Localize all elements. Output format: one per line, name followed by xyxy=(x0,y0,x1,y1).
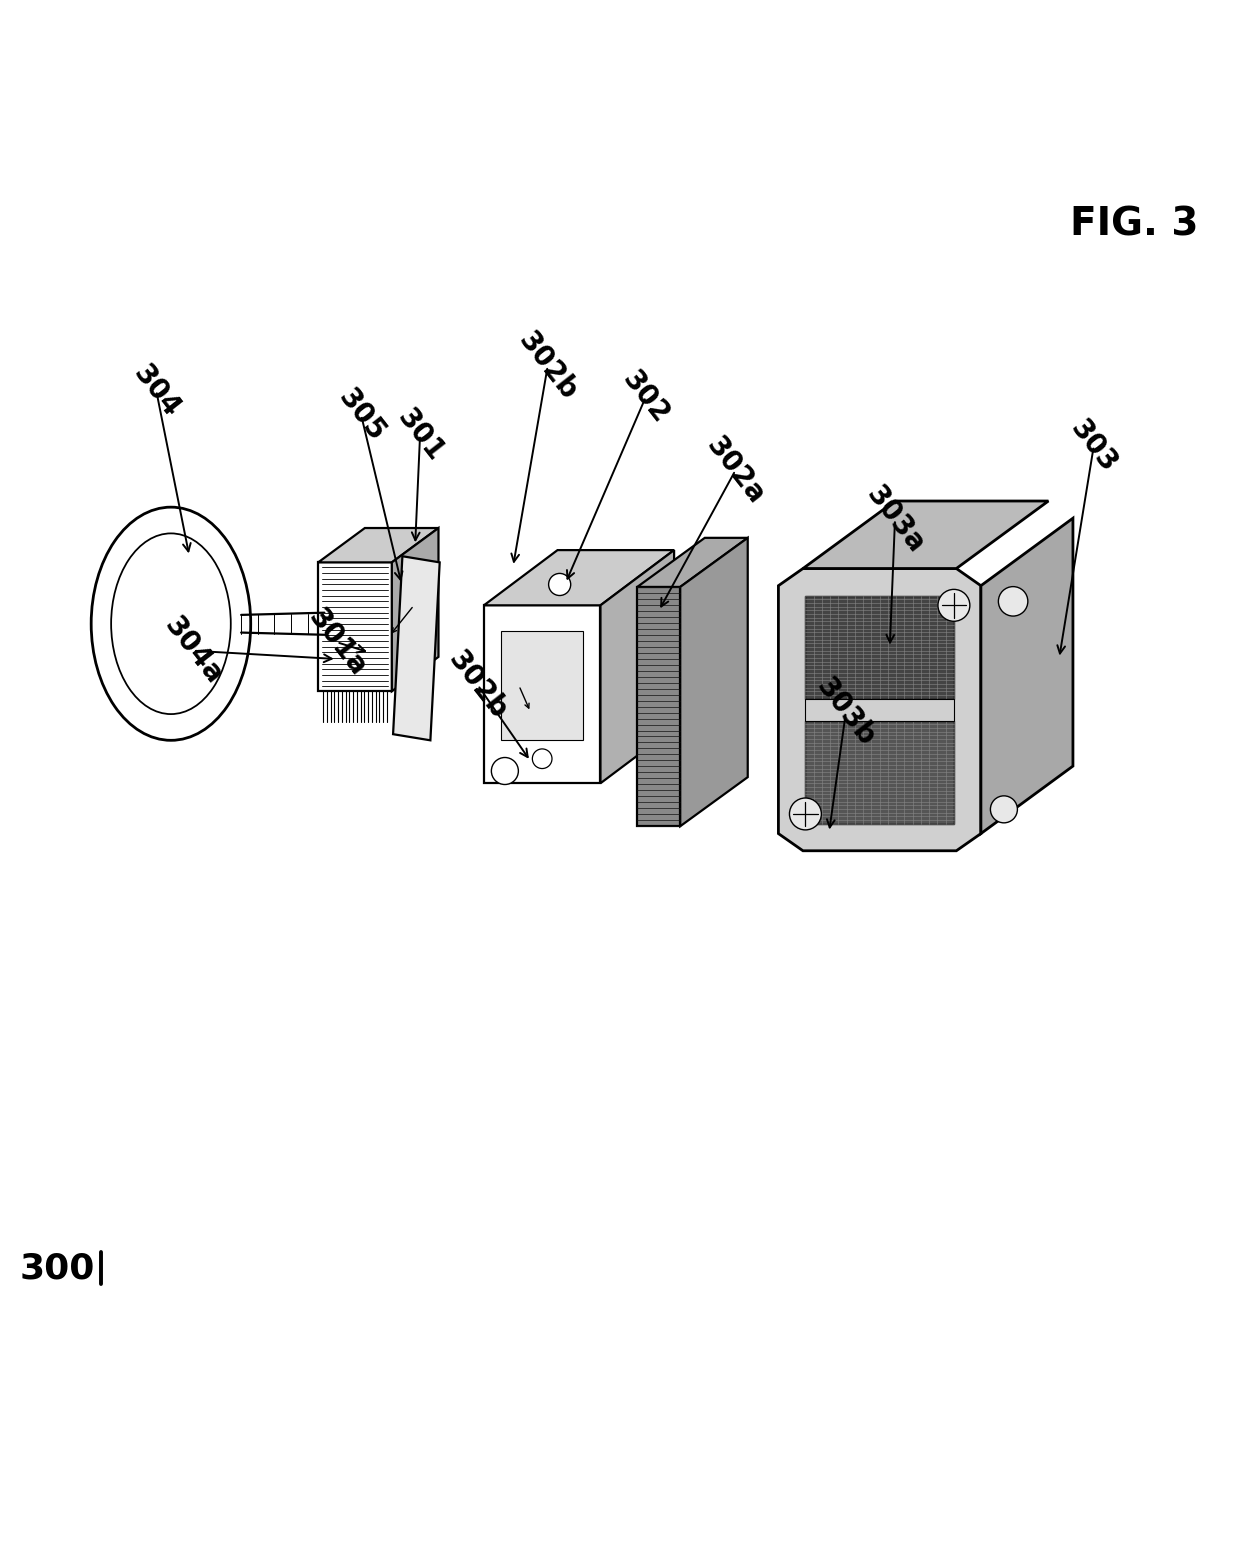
Text: 302b: 302b xyxy=(443,646,513,725)
Polygon shape xyxy=(981,518,1073,834)
Polygon shape xyxy=(806,720,954,823)
Text: 303b: 303b xyxy=(811,672,880,751)
Text: 303a: 303a xyxy=(861,481,930,558)
Polygon shape xyxy=(681,538,748,827)
Polygon shape xyxy=(484,606,600,783)
Circle shape xyxy=(991,796,1017,823)
Polygon shape xyxy=(600,550,675,783)
Circle shape xyxy=(937,589,970,621)
Polygon shape xyxy=(319,527,439,563)
Text: 302: 302 xyxy=(618,365,675,429)
Circle shape xyxy=(548,574,570,595)
Text: 301: 301 xyxy=(391,404,449,466)
Text: 301a: 301a xyxy=(303,603,371,682)
Circle shape xyxy=(491,757,518,785)
Circle shape xyxy=(790,799,821,830)
Polygon shape xyxy=(804,501,1048,569)
Text: 305: 305 xyxy=(332,384,391,447)
Text: 302b: 302b xyxy=(512,327,583,406)
Polygon shape xyxy=(637,538,748,588)
Text: 303: 303 xyxy=(1065,415,1122,478)
Text: 300: 300 xyxy=(20,1251,95,1284)
Ellipse shape xyxy=(92,507,250,740)
Polygon shape xyxy=(806,699,954,720)
Polygon shape xyxy=(393,557,440,740)
Polygon shape xyxy=(779,569,981,851)
Text: 304: 304 xyxy=(128,359,185,423)
Polygon shape xyxy=(319,563,392,691)
Polygon shape xyxy=(501,631,583,740)
Text: 302a: 302a xyxy=(701,432,770,509)
Polygon shape xyxy=(392,527,439,691)
Polygon shape xyxy=(637,588,681,827)
Text: FIG. 3: FIG. 3 xyxy=(1070,207,1199,244)
Polygon shape xyxy=(484,550,675,606)
Circle shape xyxy=(998,586,1028,617)
Text: 304a: 304a xyxy=(159,612,228,689)
Polygon shape xyxy=(806,595,954,699)
